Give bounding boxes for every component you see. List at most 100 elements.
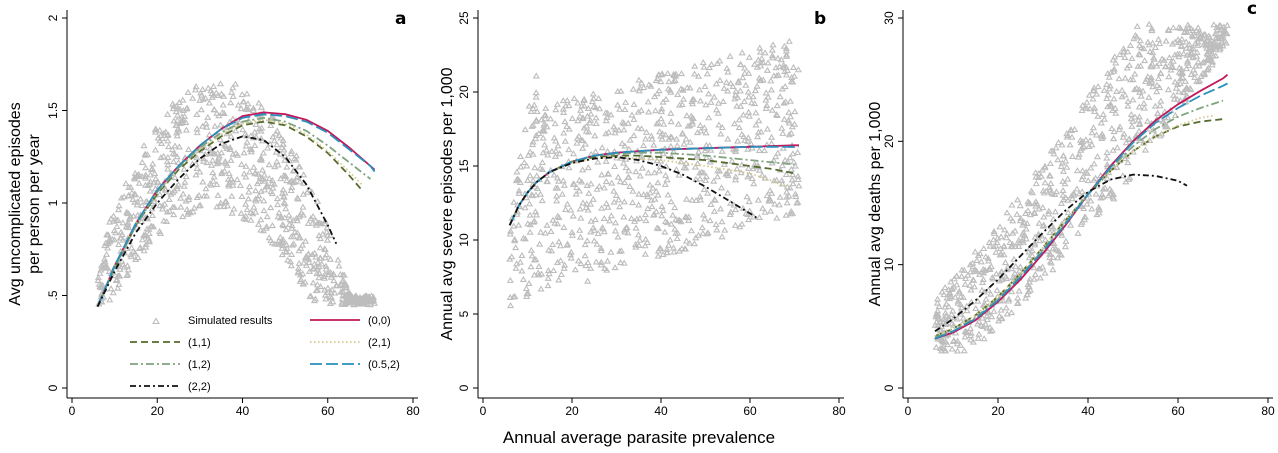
simulated-point [663,176,671,183]
simulated-point [941,284,949,291]
simulated-point [1136,37,1144,44]
simulated-point [135,172,143,179]
simulated-point [1109,191,1117,198]
simulated-point [293,217,301,224]
y-axis-title: Annual avg severe episodes per 1,000 [439,67,456,340]
simulated-point [647,82,655,89]
simulated-point [1104,69,1112,76]
simulated-point [288,250,296,257]
simulated-point [588,98,596,105]
simulated-point [197,106,205,113]
simulated-point [1011,242,1019,249]
simulated-point [295,163,303,170]
simulated-point [1014,196,1022,203]
simulated-point [279,241,287,249]
simulated-point [650,141,658,148]
simulated-point [125,183,133,190]
simulated-point [620,179,629,186]
simulated-point [773,214,781,221]
simulated-point [1112,109,1120,116]
simulated-point [969,276,977,283]
simulated-point [260,171,268,178]
simulated-point [527,107,535,114]
simulated-point [521,235,529,242]
simulated-point [752,109,760,116]
simulated-point [182,173,190,180]
simulated-point [673,235,681,242]
simulated-point [733,165,741,172]
simulated-point [1193,52,1201,59]
simulated-point [548,147,556,154]
simulated-point [794,198,802,205]
simulated-point [648,135,656,142]
simulated-point [980,245,988,252]
simulated-point [321,254,329,261]
simulated-point [1103,95,1111,102]
simulated-point [166,207,174,214]
simulated-point [716,76,724,83]
simulated-point [203,123,211,130]
y-tick-label: 2 [46,14,60,21]
simulated-point [199,157,208,164]
simulated-point [686,239,694,246]
simulated-point [777,56,785,63]
simulated-point [234,101,242,108]
simulated-point [544,274,552,281]
simulated-point [220,109,228,117]
simulated-point [938,288,946,295]
simulated-point [563,241,571,248]
simulated-point [654,191,662,198]
simulated-point [543,123,551,130]
simulated-point [529,138,537,145]
simulated-point [989,275,997,282]
simulated-point [593,240,601,247]
simulated-point [1015,236,1023,243]
simulated-point [186,209,194,216]
simulated-point [1085,143,1093,150]
simulated-point [630,132,638,139]
simulated-point [1124,48,1132,55]
simulated-point [291,228,299,235]
simulated-point [308,250,317,257]
simulated-point [569,150,578,157]
simulated-point [774,54,782,61]
simulated-point [265,161,273,168]
simulated-point [640,191,648,198]
simulated-point [218,170,226,177]
simulated-point [351,292,359,299]
simulated-point [341,300,349,307]
simulated-point [124,210,133,217]
simulated-point [782,47,790,54]
simulated-point [177,194,185,201]
simulated-point [553,174,562,181]
simulated-point [1035,219,1043,226]
simulated-point [577,214,585,221]
simulated-point [584,277,592,284]
simulated-point [251,170,259,177]
simulated-point [738,220,746,227]
simulated-point [576,233,584,240]
simulated-point [1153,62,1161,69]
simulated-point [1059,177,1067,184]
y-tick-label: 1 [46,199,60,206]
simulated-point [513,260,521,267]
simulated-point [185,145,193,153]
simulated-point [1115,75,1123,82]
simulated-point [948,345,956,352]
simulated-point [1063,130,1071,137]
simulated-point [565,125,573,132]
simulated-point [339,288,347,295]
simulated-point [174,159,183,166]
simulated-point [1027,187,1035,194]
simulated-point [179,96,187,103]
simulated-point [1040,213,1048,220]
simulated-point [179,213,187,220]
simulated-point [205,99,213,106]
simulated-point [997,250,1005,257]
simulated-point [634,231,643,238]
simulated-point [1197,33,1205,40]
simulated-point [1016,202,1024,209]
simulated-point [953,281,961,288]
simulated-point [324,284,332,291]
simulated-point [763,66,771,73]
